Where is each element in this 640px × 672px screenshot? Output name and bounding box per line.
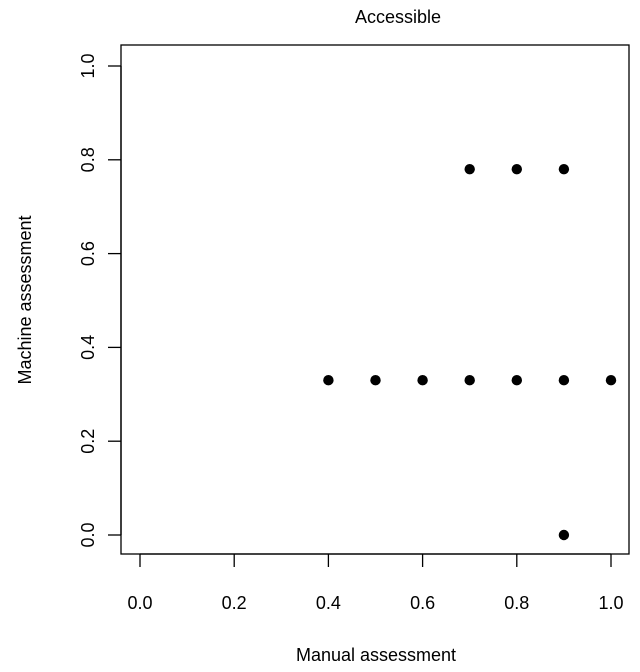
y-axis: 0.0 0.2 0.4 0.6 0.8 1.0 — [78, 53, 122, 548]
x-tick-label: 0.6 — [410, 593, 435, 613]
x-tick-label: 0.8 — [504, 593, 529, 613]
data-point — [417, 375, 428, 386]
data-point — [370, 375, 381, 386]
data-point — [464, 375, 475, 386]
data-point — [323, 375, 334, 386]
plot-box — [120, 44, 630, 555]
x-tick-label: 0.4 — [316, 593, 341, 613]
x-tick-label: 0.0 — [127, 593, 152, 613]
x-tick-label: 0.2 — [222, 593, 247, 613]
x-tick-label: 1.0 — [598, 593, 623, 613]
y-tick-label: 0.6 — [78, 241, 98, 266]
chart-title: Accessible — [355, 7, 441, 27]
data-point — [558, 529, 570, 541]
y-tick-label: 0.2 — [78, 429, 98, 454]
data-point — [558, 375, 570, 386]
y-tick-label: 0.4 — [78, 335, 98, 360]
data-point — [511, 375, 522, 386]
y-tick-label: 1.0 — [78, 53, 98, 78]
x-axis-label: Manual assessment — [296, 645, 456, 665]
y-axis-label: Machine assessment — [15, 215, 35, 384]
data-point — [464, 163, 475, 175]
data-point — [605, 375, 617, 386]
data-point — [511, 163, 522, 175]
data-points — [323, 163, 617, 541]
y-tick-label: 0.0 — [78, 522, 98, 547]
x-axis: 0.0 0.2 0.4 0.6 0.8 1.0 — [127, 553, 624, 613]
y-tick-label: 0.8 — [78, 147, 98, 172]
data-point — [558, 163, 570, 175]
